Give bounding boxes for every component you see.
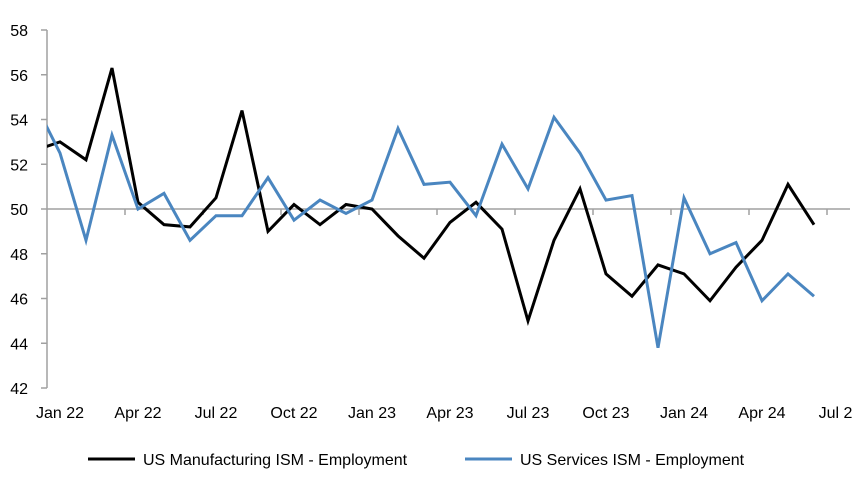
legend-label-manufacturing: US Manufacturing ISM - Employment	[143, 452, 408, 469]
x-tick-label: Jan 24	[660, 405, 708, 422]
x-tick-label: Oct 22	[270, 405, 317, 422]
x-tick-label: Jul 23	[507, 405, 550, 422]
series-line-services	[47, 114, 815, 348]
series-group	[47, 67, 816, 348]
y-tick-label: 50	[10, 202, 28, 219]
y-tick-label: 42	[10, 381, 28, 398]
x-tick-label: Jan 23	[348, 405, 396, 422]
y-axis: 42 44 46 48 50 52 54 56 58	[10, 23, 48, 398]
x-tick-label: Jul 24	[819, 405, 852, 422]
series-line-manufacturing	[47, 67, 816, 327]
y-tick-label: 52	[10, 157, 28, 174]
legend-label-services: US Services ISM - Employment	[520, 452, 745, 469]
x-axis: Jan 22 Apr 22 Jul 22 Oct 22 Jan 23 Apr 23 Jul …	[36, 208, 852, 422]
y-tick-label: 48	[10, 247, 28, 264]
y-tick-label: 46	[10, 292, 28, 309]
legend: US Manufacturing ISM - Employment US Ser…	[88, 452, 745, 469]
x-tick-label: Jul 22	[195, 405, 238, 422]
x-tick-label: Oct 23	[582, 405, 629, 422]
x-tick-label: Apr 23	[426, 405, 473, 422]
y-tick-label: 44	[10, 336, 28, 353]
x-tick-label: Apr 22	[114, 405, 161, 422]
x-tick-label: Jan 22	[36, 405, 84, 422]
y-tick-label: 56	[10, 68, 28, 85]
x-tick-label: Apr 24	[738, 405, 785, 422]
y-tick-label: 58	[10, 23, 28, 40]
y-tick-label: 54	[10, 113, 28, 130]
